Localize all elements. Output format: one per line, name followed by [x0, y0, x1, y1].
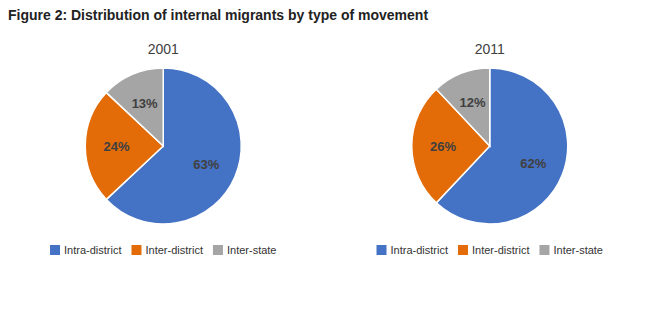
- data-labels: 62% 26% 12%: [430, 95, 547, 171]
- legend-item: Intra-district: [377, 244, 448, 256]
- legend-swatch: [458, 245, 468, 255]
- pie-slice: [412, 89, 490, 203]
- legend-item: Intra-district: [50, 244, 121, 256]
- legend-swatch: [377, 245, 387, 255]
- legend-item: Inter-state: [539, 244, 603, 256]
- legend-label: Inter-district: [145, 244, 202, 256]
- legend-swatch: [131, 245, 141, 255]
- legend-item: Inter-district: [131, 244, 202, 256]
- data-label: 26%: [430, 139, 456, 154]
- slices: [412, 68, 568, 224]
- pie-slice: [436, 68, 489, 146]
- legend-label: Inter-state: [227, 244, 277, 256]
- legend-item: Inter-state: [213, 244, 277, 256]
- legend-swatch: [50, 245, 60, 255]
- legend-label: Inter-state: [553, 244, 603, 256]
- legend-label: Inter-district: [472, 244, 529, 256]
- pie-slice: [106, 68, 163, 146]
- legend-label: Intra-district: [391, 244, 448, 256]
- legend: Intra-district Inter-district Inter-state: [50, 244, 276, 256]
- pie: 2001 63% 24% 13% Intra-district Inter-distric…: [50, 41, 276, 256]
- data-labels: 63% 24% 13%: [103, 96, 219, 173]
- slices: [85, 68, 241, 224]
- data-label: 24%: [103, 139, 129, 154]
- data-label: 63%: [193, 157, 219, 172]
- chart: Figure 2: Distribution of internal migra…: [0, 0, 653, 315]
- legend-swatch: [213, 245, 223, 255]
- data-label: 12%: [460, 95, 486, 110]
- pie: 2011 62% 26% 12% Intra-district Inter-distric…: [377, 41, 603, 256]
- legend-label: Intra-district: [64, 244, 121, 256]
- pie-title: 2001: [148, 41, 179, 57]
- pie-title: 2011: [475, 41, 505, 57]
- legend-swatch: [539, 245, 549, 255]
- legend: Intra-district Inter-district Inter-state: [377, 244, 603, 256]
- legend-item: Inter-district: [458, 244, 529, 256]
- data-label: 62%: [520, 156, 546, 171]
- chart-title: Figure 2: Distribution of internal migra…: [8, 7, 428, 23]
- data-label: 13%: [132, 96, 158, 111]
